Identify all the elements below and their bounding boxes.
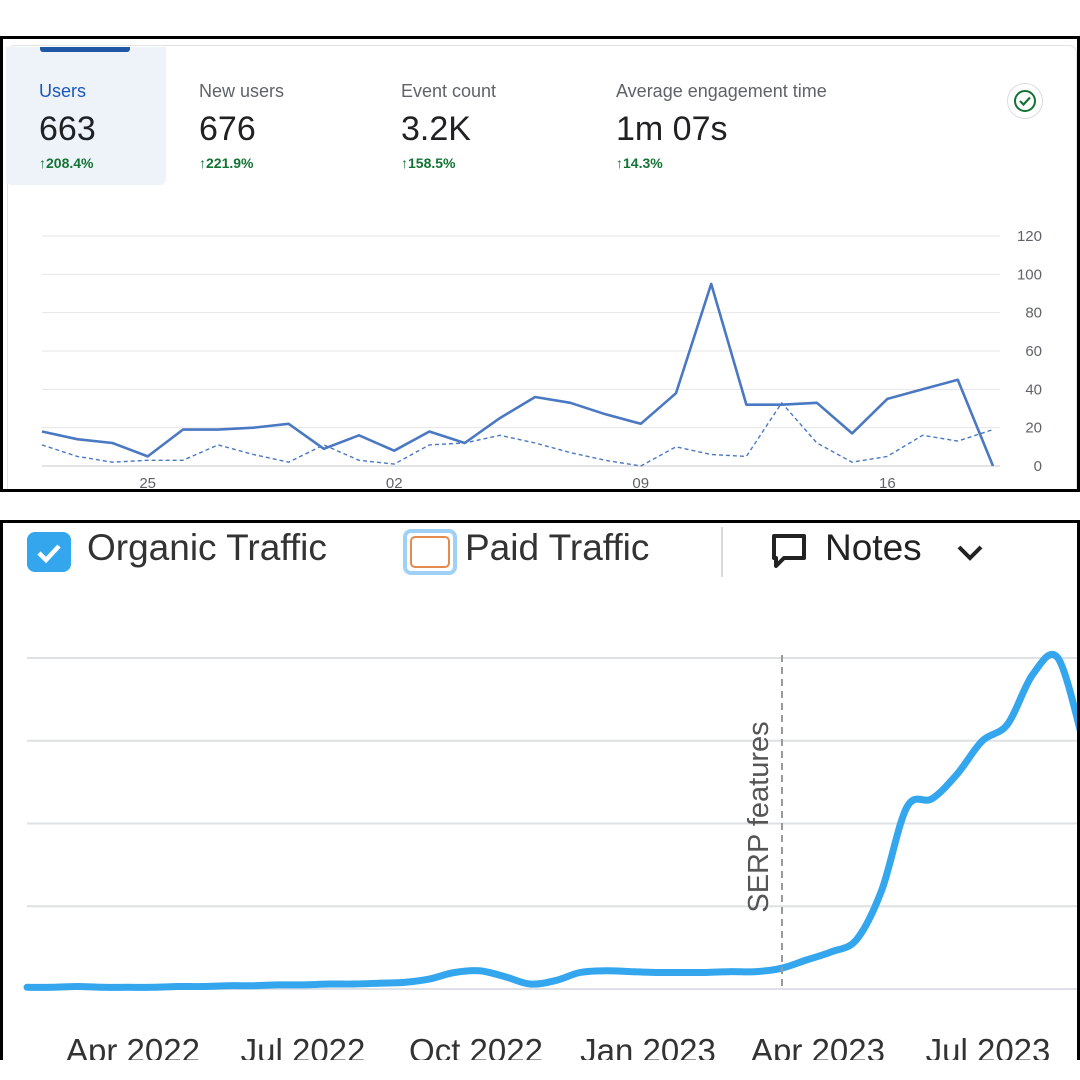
y-tick-label: 80 [1025, 305, 1042, 322]
x-tick-label: Jul 2022 [241, 1032, 366, 1060]
y-tick-label: 60 [1025, 343, 1042, 360]
metric-tab-highlight [6, 47, 166, 185]
x-tick-label: 16 [879, 475, 896, 492]
organic-traffic-chart: SERP features Apr 2022 Jul 2022 Oct 2022 Jan… [23, 650, 1077, 1060]
series-line-previous [41, 402, 994, 467]
chevron-down-icon [955, 541, 985, 570]
paid-traffic-checkbox[interactable] [403, 529, 457, 575]
metric-tab-event-count[interactable]: Event count 3.2K ↑158.5% [401, 81, 496, 171]
metric-change: ↑221.9% [199, 155, 254, 171]
x-tick-label: Oct 2022 [409, 1032, 543, 1060]
x-tick-label: Apr 2022 [66, 1032, 200, 1060]
legend-divider [721, 527, 723, 577]
y-tick-label: 40 [1025, 381, 1042, 398]
metric-label: Event count [401, 81, 497, 101]
y-tick-label: 100 [1017, 266, 1042, 283]
analytics-panel: Users 663 ↑208.4% New users 676 ↑221.9% … [0, 36, 1080, 492]
x-tick-label: 25 [139, 475, 156, 492]
users-line-chart: 0 20 40 60 80 100 120 25Jun 02Jul 09 16 [41, 228, 1042, 492]
organic-traffic-checkbox[interactable] [27, 532, 71, 572]
metric-value: 3.2K [401, 110, 471, 148]
metric-value: 1m 07s [616, 110, 728, 148]
metric-value: 663 [39, 110, 96, 148]
metric-label: Average engagement time [616, 81, 827, 101]
arrow-up-icon: ↑ [401, 155, 408, 171]
x-tick-sublabel: Jun [136, 491, 160, 492]
metric-tab-engagement-time[interactable]: Average engagement time 1m 07s ↑14.3% [616, 81, 827, 171]
x-tick-sublabel: Jul [385, 491, 404, 492]
arrow-up-icon: ↑ [39, 155, 46, 171]
metric-change: ↑208.4% [39, 155, 94, 171]
check-circle-icon[interactable] [1007, 83, 1043, 119]
annotation-label: SERP features [743, 721, 775, 912]
legend-organic-label: Organic Traffic [87, 527, 327, 568]
metric-change: ↑158.5% [401, 155, 456, 171]
y-tick-label: 20 [1025, 420, 1042, 437]
traffic-panel: Organic Traffic Paid Traffic Notes SERP … [0, 520, 1080, 1060]
analytics-card [7, 45, 1077, 489]
x-tick-label: 09 [632, 475, 649, 492]
metric-tab-users[interactable]: Users 663 ↑208.4% [39, 81, 96, 171]
legend-paid-label: Paid Traffic [465, 527, 650, 568]
y-tick-label: 120 [1017, 228, 1042, 245]
metric-value: 676 [199, 110, 256, 148]
metric-tab-indicator [40, 47, 130, 52]
x-tick-label: Jan 2023 [580, 1032, 716, 1060]
x-tick-label: 02 [386, 475, 403, 492]
notes-label: Notes [825, 527, 922, 568]
x-tick-label: Apr 2023 [751, 1032, 885, 1060]
organic-traffic-line [23, 650, 1077, 991]
y-tick-label: 0 [1034, 458, 1042, 475]
metric-tab-new-users[interactable]: New users 676 ↑221.9% [199, 81, 284, 171]
comment-icon [769, 531, 809, 576]
metric-label: Users [39, 81, 87, 101]
series-line-current [41, 282, 995, 467]
metric-change: ↑14.3% [616, 155, 663, 171]
metric-label: New users [199, 81, 285, 101]
arrow-up-icon: ↑ [616, 155, 623, 171]
x-tick-label: Jul 2023 [926, 1032, 1051, 1060]
arrow-up-icon: ↑ [199, 155, 206, 171]
